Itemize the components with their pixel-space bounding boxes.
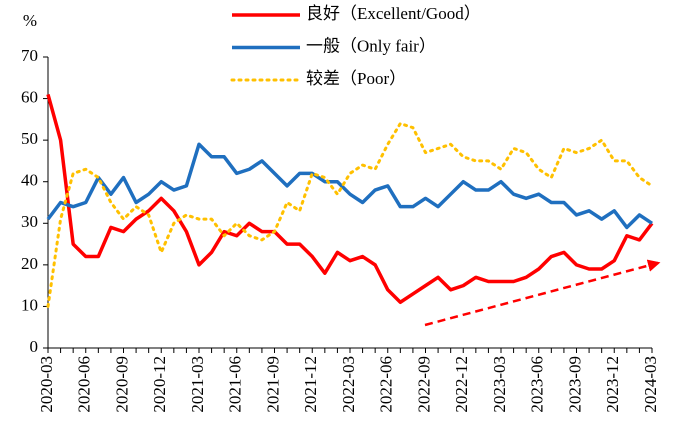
- x-tick-label: 2021-03: [188, 356, 207, 413]
- y-tick-label: 20: [21, 254, 38, 273]
- y-tick-label: 0: [30, 337, 39, 356]
- y-tick-label: 70: [21, 46, 38, 65]
- x-tick-label: 2021-06: [226, 356, 245, 413]
- x-tick-label: 2020-03: [37, 356, 56, 413]
- y-tick-label: 60: [21, 87, 38, 106]
- y-tick-label: 50: [21, 129, 38, 148]
- x-tick-label: 2023-12: [603, 356, 622, 413]
- x-tick-label: 2022-03: [339, 356, 358, 413]
- x-tick-label: 2022-09: [414, 356, 433, 413]
- series-line: [46, 122, 654, 308]
- x-tick-label: 2020-12: [150, 356, 169, 413]
- x-tick-label: 2023-09: [565, 356, 584, 413]
- series-line: [46, 93, 654, 305]
- x-tick-label: 2024-03: [641, 356, 660, 413]
- x-tick-label: 2021-09: [263, 356, 282, 413]
- legend-label: 较差（Poor）: [306, 69, 406, 88]
- trend-arrow: [424, 259, 661, 327]
- y-tick-label: 10: [21, 295, 38, 314]
- x-tick-label: 2020-06: [75, 356, 94, 413]
- x-tick-label: 2021-12: [301, 356, 320, 413]
- series-line: [46, 142, 653, 230]
- x-tick-label: 2022-06: [377, 356, 396, 413]
- x-tick-label: 2023-03: [490, 356, 509, 413]
- y-tick-label: 30: [21, 212, 38, 231]
- legend-label: 良好（Excellent/Good）: [306, 4, 481, 23]
- legend-label: 一般（Only fair）: [306, 36, 436, 55]
- y-tick-label: 40: [21, 171, 38, 190]
- y-axis-label: %: [23, 11, 37, 30]
- x-tick-label: 2020-09: [112, 356, 131, 413]
- x-tick-label: 2023-06: [528, 356, 547, 413]
- x-tick-label: 2022-12: [452, 356, 471, 413]
